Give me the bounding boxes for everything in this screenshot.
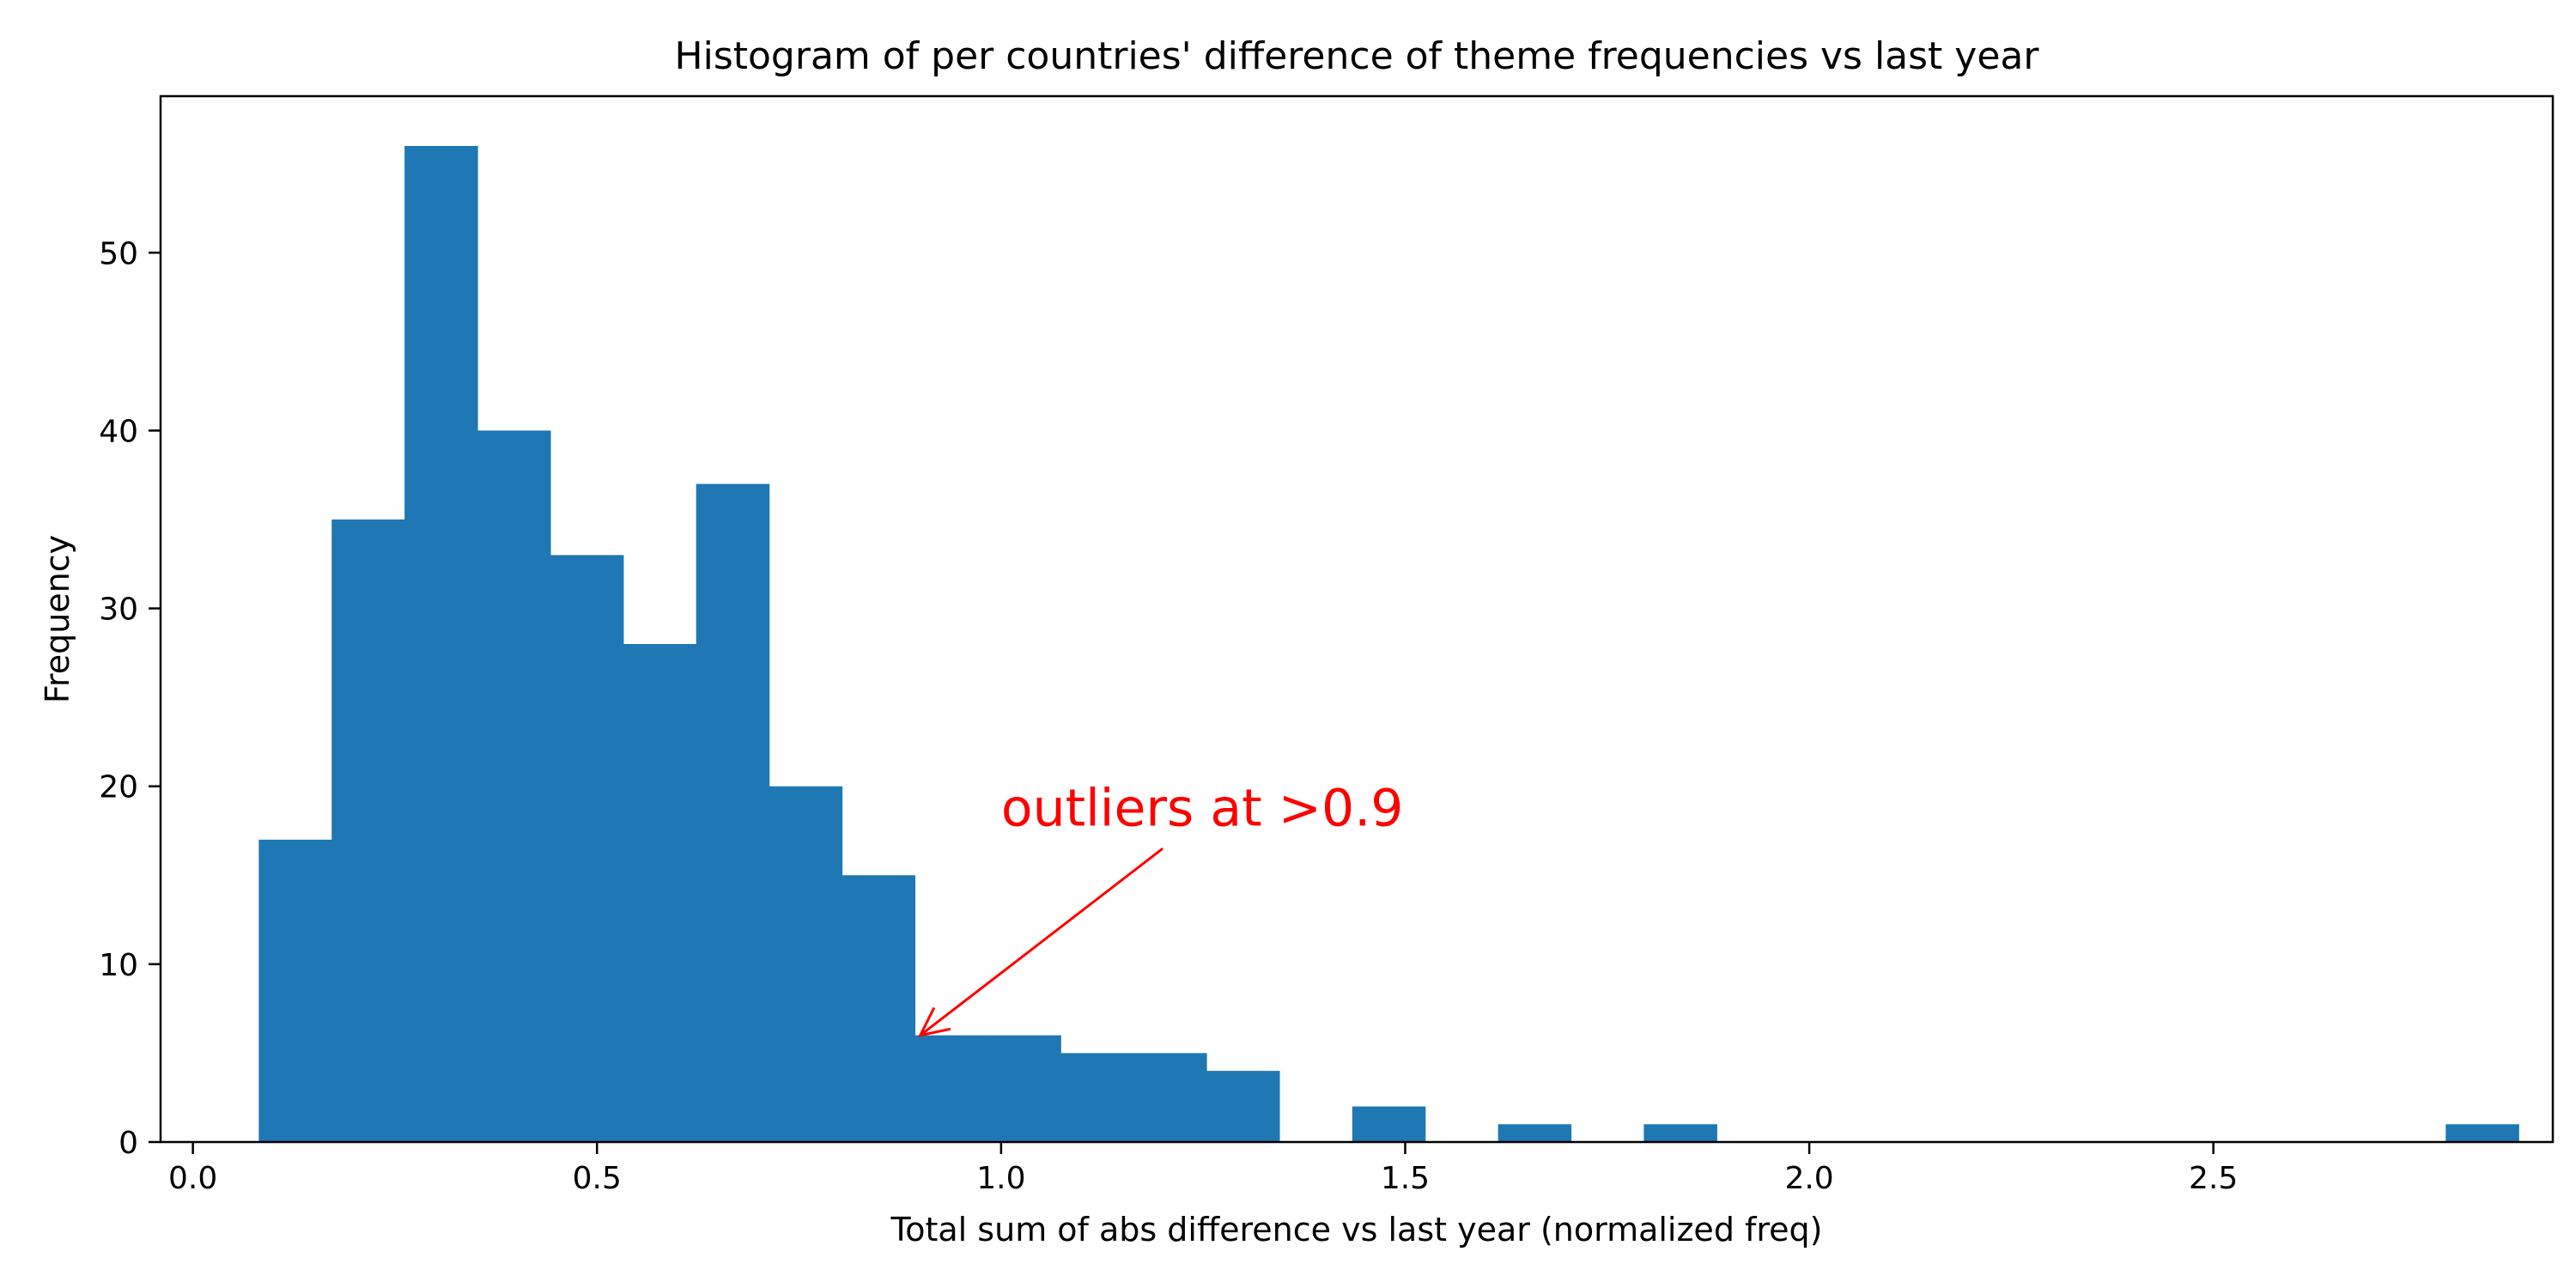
x-tick-label: 2.0 bbox=[1784, 1161, 1833, 1196]
histogram-bar bbox=[550, 555, 624, 1142]
histogram-bar bbox=[841, 875, 916, 1142]
annotation-arrow-head bbox=[918, 1006, 951, 1037]
y-tick-label: 20 bbox=[99, 770, 138, 805]
histogram-bar bbox=[696, 483, 770, 1142]
y-tick-label: 30 bbox=[99, 592, 138, 628]
histogram-bar bbox=[914, 1035, 988, 1142]
chart-title: Histogram of per countries' difference o… bbox=[675, 34, 2040, 78]
histogram-bar bbox=[1133, 1053, 1207, 1142]
y-tick-label: 40 bbox=[99, 414, 138, 449]
histogram-bar bbox=[1498, 1124, 1572, 1142]
histogram-bar bbox=[1352, 1106, 1426, 1142]
y-tick-label: 0 bbox=[118, 1126, 138, 1161]
plot-frame bbox=[159, 94, 2555, 1144]
histogram-bar bbox=[769, 786, 843, 1142]
histogram-bar bbox=[1060, 1053, 1134, 1142]
annotation-group: outliers at >0.9 bbox=[918, 778, 1404, 1037]
histogram-bar bbox=[987, 1035, 1061, 1142]
x-tick-label: 0.0 bbox=[168, 1161, 217, 1196]
histogram-bar bbox=[477, 430, 551, 1142]
x-tick-label: 0.5 bbox=[573, 1161, 622, 1196]
annotation-text: outliers at >0.9 bbox=[1001, 778, 1404, 838]
bars-group bbox=[258, 146, 2519, 1142]
histogram-bar bbox=[404, 146, 478, 1142]
y-axis-label: Frequency bbox=[39, 535, 76, 703]
y-tick-label: 10 bbox=[99, 948, 138, 983]
histogram-bar bbox=[331, 519, 405, 1142]
x-tick-label: 2.5 bbox=[2189, 1161, 2238, 1196]
x-tick-label: 1.0 bbox=[976, 1161, 1025, 1196]
annotation-arrow bbox=[919, 848, 1164, 1036]
y-axis-ticks: 0 10 20 30 40 50 bbox=[99, 236, 161, 1161]
y-tick-label: 50 bbox=[99, 236, 138, 271]
x-tick-label: 1.5 bbox=[1381, 1161, 1430, 1196]
x-axis-ticks: 0.0 0.5 1.0 1.5 2.0 2.5 bbox=[168, 1142, 2238, 1196]
histogram-bar bbox=[2445, 1124, 2519, 1142]
histogram-bar bbox=[258, 839, 332, 1142]
x-axis-label: Total sum of abs difference vs last year… bbox=[890, 1211, 1822, 1249]
histogram-bar bbox=[1643, 1124, 1717, 1142]
histogram-bar bbox=[1206, 1071, 1280, 1142]
histogram-bar bbox=[623, 644, 697, 1142]
